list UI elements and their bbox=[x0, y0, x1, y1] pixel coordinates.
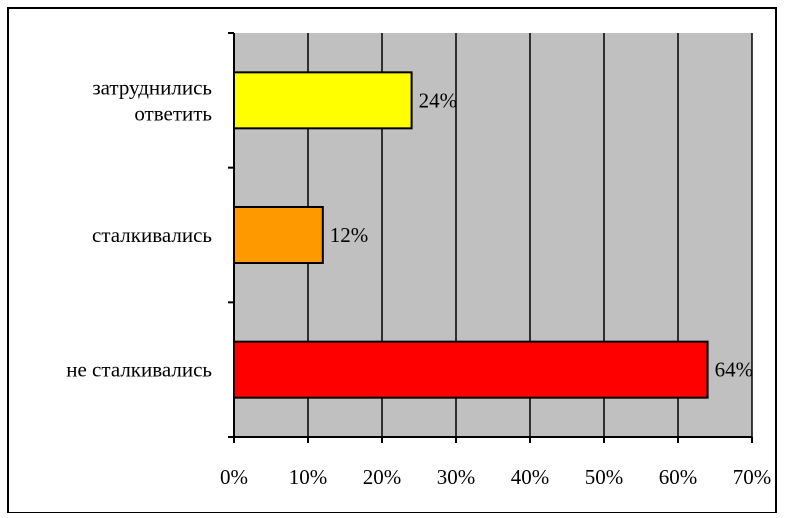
category-label: не сталкивались bbox=[66, 358, 212, 382]
labels: 0% 10% 20% 30% 40% 50% 60% 70% 24% затруднилисьот… bbox=[66, 75, 771, 489]
category-label: сталкивались bbox=[92, 223, 212, 247]
bar-value-label: 64% bbox=[715, 358, 754, 382]
x-tick-label: 40% bbox=[511, 465, 550, 489]
x-tick-label: 30% bbox=[437, 465, 476, 489]
x-tick-label: 70% bbox=[733, 465, 772, 489]
x-tick-label: 50% bbox=[585, 465, 624, 489]
x-tick-label: 10% bbox=[289, 465, 328, 489]
bar bbox=[233, 340, 709, 399]
x-tick-label: 20% bbox=[363, 465, 402, 489]
category-label: затруднились bbox=[92, 75, 212, 99]
x-tick-label: 60% bbox=[659, 465, 698, 489]
bar-value-label: 12% bbox=[330, 223, 369, 247]
bars bbox=[233, 71, 709, 399]
x-tick-label: 0% bbox=[220, 465, 248, 489]
bar-value-label: 24% bbox=[419, 88, 458, 112]
category-label: ответить bbox=[134, 101, 212, 125]
bar bbox=[233, 71, 413, 130]
bar bbox=[233, 206, 324, 264]
